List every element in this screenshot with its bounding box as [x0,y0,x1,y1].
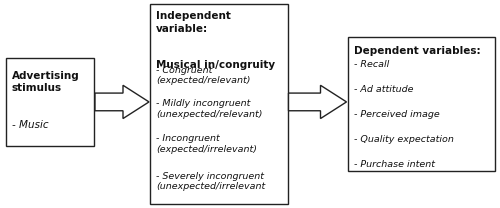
Text: - Recall: - Recall [354,60,389,69]
Text: Musical in/congruity: Musical in/congruity [156,60,275,70]
Text: - Severely incongruent
(unexpected/irrelevant: - Severely incongruent (unexpected/irrel… [156,172,265,191]
Text: - Purchase intent: - Purchase intent [354,160,434,169]
Text: - Congruent
(expected/relevant): - Congruent (expected/relevant) [156,66,250,85]
Text: - Ad attitude: - Ad attitude [354,85,413,94]
Polygon shape [95,85,149,119]
Text: Independent
variable:: Independent variable: [156,11,231,34]
Text: - Perceived image: - Perceived image [354,110,440,119]
Text: - Incongruent
(expected/irrelevant): - Incongruent (expected/irrelevant) [156,134,257,154]
FancyBboxPatch shape [348,37,495,171]
Text: Advertising
stimulus: Advertising stimulus [12,71,80,93]
Text: - Music: - Music [12,120,49,130]
Text: Dependent variables:: Dependent variables: [354,46,480,56]
Text: - Mildly incongruent
(unexpected/relevant): - Mildly incongruent (unexpected/relevan… [156,99,262,119]
FancyBboxPatch shape [6,58,94,146]
Polygon shape [288,85,346,119]
Text: - Quality expectation: - Quality expectation [354,135,454,144]
FancyBboxPatch shape [150,4,288,204]
